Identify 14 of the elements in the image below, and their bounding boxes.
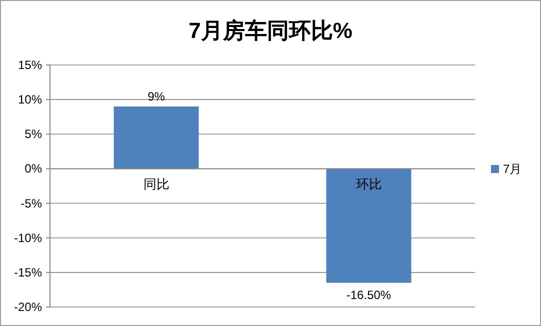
y-tick-label: 15% xyxy=(18,58,42,72)
data-label: 9% xyxy=(148,89,166,104)
legend-label: 7月 xyxy=(503,162,522,176)
x-tick-label: 环比 xyxy=(356,176,382,192)
y-tick-label: 0% xyxy=(24,162,42,176)
y-tick-label: -5% xyxy=(20,196,42,210)
y-tick-label: -10% xyxy=(14,230,42,245)
y-tick-label: 10% xyxy=(18,92,42,107)
chart-title: 7月房车同环比% xyxy=(188,18,352,43)
y-tick-label: -20% xyxy=(14,300,42,314)
y-tick-label: -15% xyxy=(14,265,42,280)
x-tick-label: 同比 xyxy=(143,176,170,192)
data-label: -16.50% xyxy=(346,288,392,302)
y-tick-label: 5% xyxy=(24,127,42,142)
